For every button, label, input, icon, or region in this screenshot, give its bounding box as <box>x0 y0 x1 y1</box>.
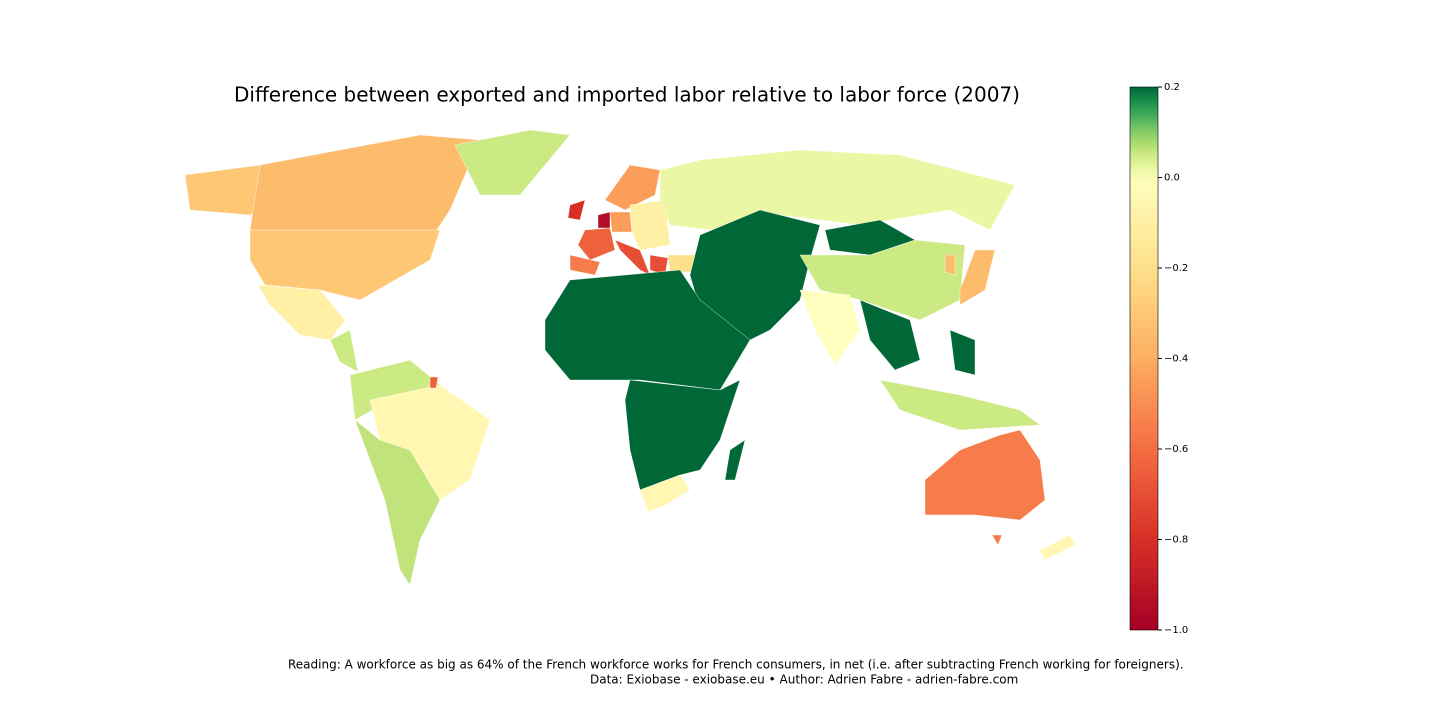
region <box>629 199 671 251</box>
reading-note: Reading: A workforce as big as 64% of th… <box>288 658 1184 672</box>
region <box>949 329 976 376</box>
region <box>544 269 751 391</box>
region <box>429 376 439 389</box>
colorbar-tick-label: −0.6 <box>1164 444 1188 455</box>
region <box>577 227 616 261</box>
region <box>257 284 346 341</box>
colorbar-tick-label: −0.8 <box>1164 535 1188 546</box>
region <box>454 129 571 196</box>
region <box>879 379 1041 431</box>
region <box>639 474 691 513</box>
region <box>614 239 651 276</box>
region <box>569 254 601 276</box>
colorbar-axis: 0.2 0.0 −0.2 −0.4 −0.6 −0.8 −1.0 <box>1158 82 1188 636</box>
region <box>991 534 1003 546</box>
region <box>724 439 746 481</box>
region <box>609 211 633 233</box>
region <box>329 329 359 373</box>
region <box>799 289 861 366</box>
region <box>624 379 741 491</box>
colorbar-tick-label: −0.4 <box>1164 354 1188 365</box>
colorbar-tick-label: 0.2 <box>1164 82 1180 93</box>
region <box>604 164 661 211</box>
source-note: Data: Exiobase - exiobase.eu • Author: A… <box>590 673 1018 687</box>
world-map <box>184 129 1076 586</box>
region <box>859 299 921 371</box>
region <box>354 419 441 586</box>
region <box>659 149 1016 231</box>
colorbar-tick-label: 0.0 <box>1164 173 1180 184</box>
region <box>597 211 611 229</box>
region <box>1039 534 1076 561</box>
colorbar-tick-label: −1.0 <box>1164 625 1188 636</box>
region <box>567 199 586 221</box>
colorbar <box>1129 86 1159 631</box>
map-title: Difference between exported and imported… <box>234 83 1020 107</box>
region <box>249 134 481 241</box>
region <box>924 429 1046 521</box>
region <box>249 229 441 301</box>
region <box>959 249 996 306</box>
colorbar-tick-label: −0.2 <box>1164 263 1188 274</box>
region <box>944 254 956 276</box>
